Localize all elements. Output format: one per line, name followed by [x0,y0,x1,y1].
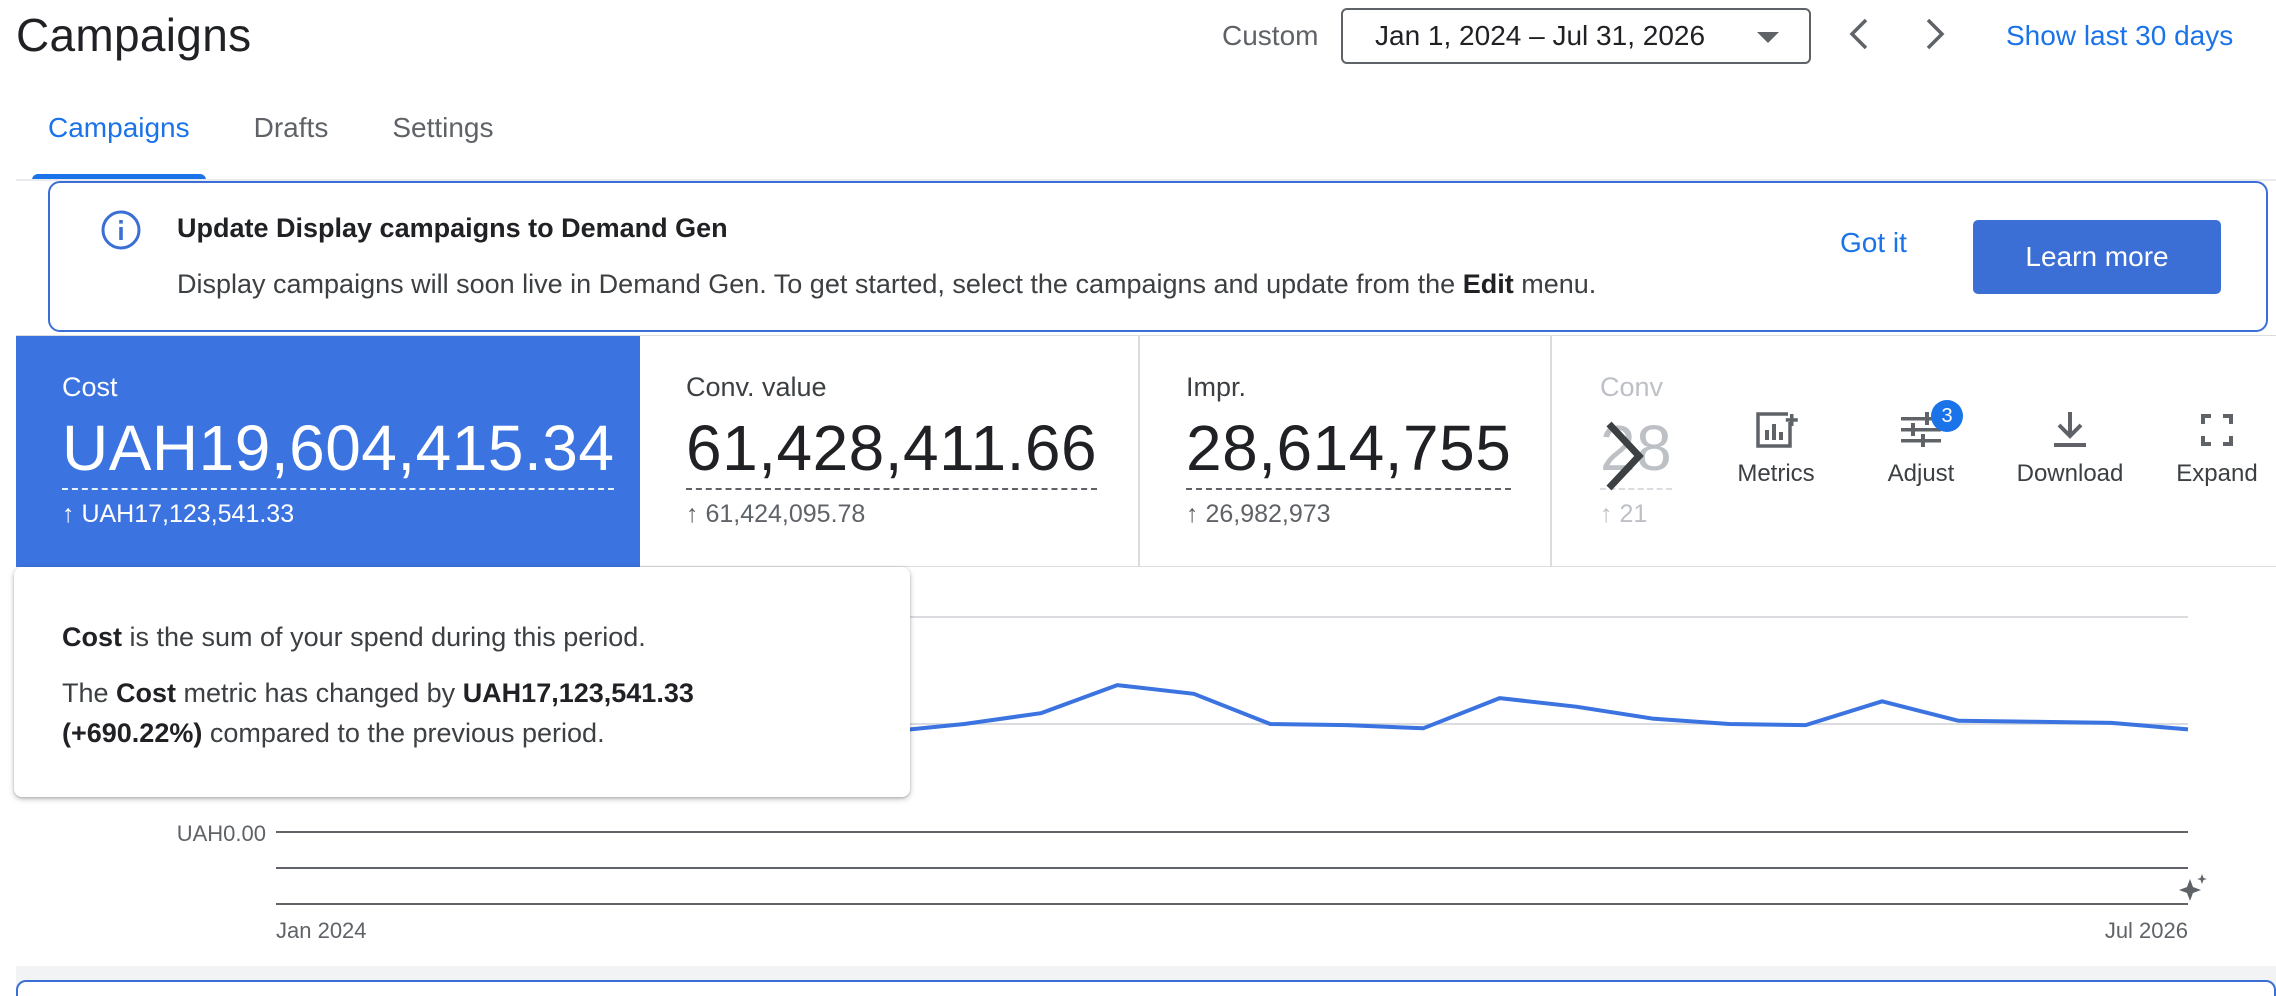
bottom-panel-strip [16,966,2276,996]
expand-label: Expand [2176,460,2258,487]
download-button[interactable]: Download [2000,410,2140,488]
page-title: Campaigns [16,9,252,61]
scorecard-label: Conv [1600,372,1664,402]
tabs-divider [16,179,2276,181]
tooltip-definition: Cost is the sum of your spend during thi… [62,617,864,657]
adjust-label: Adjust [1887,460,1955,487]
banner-body: Display campaigns will soon live in Dema… [177,269,1596,300]
sparkle-icon[interactable] [2179,874,2207,901]
tab-settings[interactable]: Settings [392,112,494,143]
y-tick-label: UAH0.00 [177,821,266,846]
x-tick-label: Jul 2026 [2105,918,2188,943]
scorecard-delta: ↑ 61,424,095.78 [686,500,866,528]
metrics-icon [1756,410,1798,448]
dropdown-arrow-icon [1757,32,1779,43]
banner-body-prefix: Display campaigns will soon live in Dema… [177,269,1463,299]
scorecard-delta: ↑ 26,982,973 [1186,500,1331,528]
scorecard-delta-value: 61,424,095.78 [705,500,866,528]
tooltip-change-suffix: compared to the previous period. [202,718,605,748]
scorecard-delta: ↑ UAH17,123,541.33 [62,500,295,528]
got-it-button[interactable]: Got it [1840,227,1907,258]
x-tick-label: Jan 2024 [276,918,367,943]
next-panel-edge [16,980,2276,996]
tooltip-change-metric: Cost [116,678,177,708]
scorecard-value: UAH19,604,415.34 [62,408,615,490]
scroll-scorecards-right-icon[interactable] [1599,416,1649,496]
scorecard-label: Conv. value [686,372,827,402]
scorecard-delta-value: 21 [1619,500,1648,528]
scorecard-delta-value: UAH17,123,541.33 [81,500,295,528]
download-label: Download [2016,460,2124,487]
banner-body-suffix: menu. [1513,269,1597,299]
scorecard-delta-value: 26,982,973 [1205,500,1331,528]
scorecards: Cost UAH19,604,415.34 ↑ UAH17,123,541.33… [16,335,2276,568]
tab-campaigns[interactable]: Campaigns [16,100,222,180]
scorecard-conv[interactable]: Conv 28 ↑ 21 [1552,336,1680,568]
expand-button[interactable]: Expand [2162,410,2272,488]
scorecard-label: Impr. [1186,372,1247,402]
tooltip-metric-name: Cost [62,622,122,652]
metrics-button[interactable]: Metrics [1716,410,1836,488]
tooltip-change-percent: (+690.22%) [62,718,203,748]
learn-more-button[interactable]: Learn more [1973,220,2221,294]
scorecard-divider [1550,336,1552,568]
show-last-30-days-link[interactable]: Show last 30 days [2006,20,2234,51]
tooltip-definition-text: is the sum of your spend during this per… [122,622,646,652]
metrics-label: Metrics [1737,460,1815,487]
tab-drafts[interactable]: Drafts [253,112,329,143]
adjust-icon [1901,412,1941,447]
download-icon [2054,412,2086,447]
date-range-value: Jan 1, 2024 – Jul 31, 2026 [1375,20,1706,51]
info-icon [101,210,141,250]
scorecard-cost[interactable]: Cost UAH19,604,415.34 ↑ UAH17,123,541.33 [16,336,640,568]
date-range-select[interactable]: Jan 1, 2024 – Jul 31, 2026 [1341,8,1811,64]
tab-bar: Campaigns Drafts Settings [16,100,526,180]
tooltip-change-mid: metric has changed by [176,678,463,708]
expand-icon [2201,414,2233,446]
date-range-type-label: Custom [1222,20,1319,51]
scorecard-impr[interactable]: Impr. 28,614,755 ↑ 26,982,973 [1140,336,1552,568]
adjust-count-badge: 3 [1931,400,1963,432]
scorecard-value: 28,614,755 [1186,408,1512,490]
adjust-button[interactable]: 3 Adjust [1866,400,1976,488]
cost-metric-tooltip: Cost is the sum of your spend during thi… [14,567,910,797]
previous-period-icon[interactable] [1838,12,1882,56]
next-period-icon[interactable] [1912,12,1956,56]
demand-gen-banner: Update Display campaigns to Demand Gen D… [48,181,2268,332]
scorecard-conv-value[interactable]: Conv. value 61,428,411.66 ↑ 61,424,095.7… [640,336,1154,568]
tooltip-change-prefix: The [62,678,117,708]
tooltip-change-amount: UAH17,123,541.33 [462,678,694,708]
banner-title: Update Display campaigns to Demand Gen [177,213,728,243]
scorecard-value: 61,428,411.66 [686,408,1098,490]
scorecard-label: Cost [62,372,118,402]
tooltip-change: The Cost metric has changed by UAH17,123… [62,673,864,753]
banner-body-edit: Edit [1462,269,1514,299]
scorecard-divider [1138,336,1140,568]
scorecard-delta: ↑ 21 [1600,500,1648,528]
